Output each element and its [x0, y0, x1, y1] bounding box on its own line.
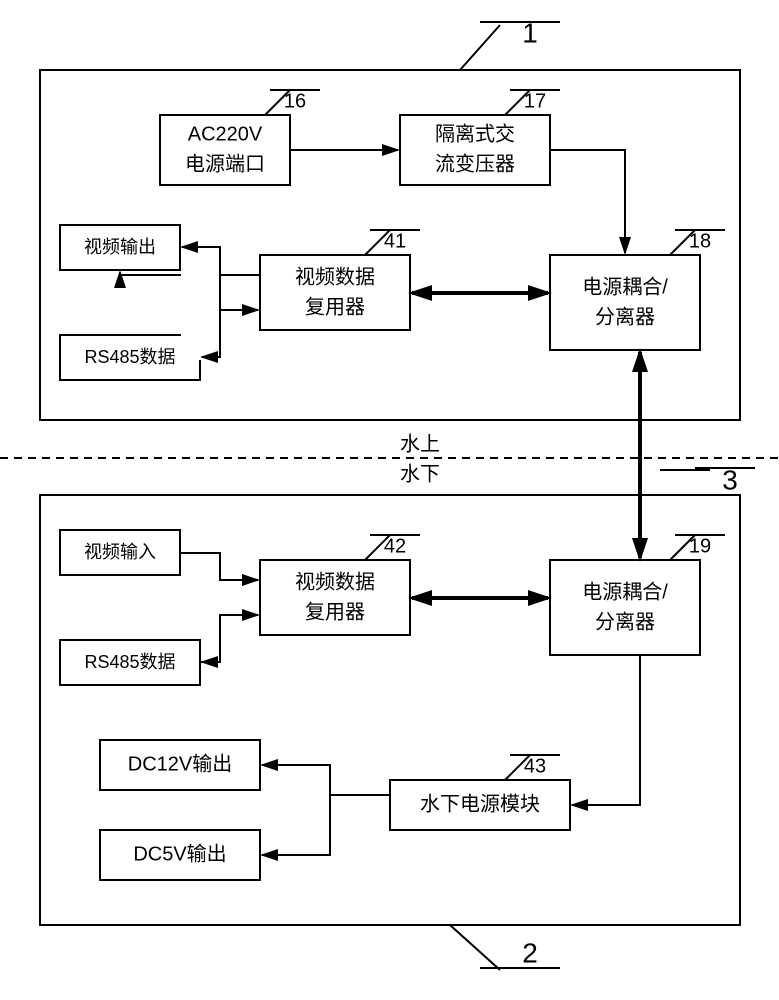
svg-text:复用器: 复用器: [305, 600, 365, 623]
node-transformer: 隔离式交 流变压器: [400, 115, 550, 185]
svg-text:电源耦合/: 电源耦合/: [582, 275, 668, 298]
edge-17-18: [550, 150, 625, 253]
id-19: 19: [689, 535, 711, 557]
svg-text:DC12V输出: DC12V输出: [128, 752, 232, 775]
node-dc5v: DC5V输出: [100, 830, 260, 880]
node-mux-lower: 视频数据 复用器: [260, 560, 410, 635]
svg-text:隔离式交: 隔离式交: [435, 122, 515, 145]
svg-text:电源耦合/: 电源耦合/: [582, 580, 668, 603]
edge-vin-42: [180, 553, 258, 580]
node-dc12v: DC12V输出: [100, 740, 260, 790]
label-1: 1: [522, 17, 538, 48]
svg-text:视频数据: 视频数据: [295, 570, 375, 593]
svg-text:视频数据: 视频数据: [295, 265, 375, 288]
svg-text:视频输出: 视频输出: [84, 237, 156, 257]
id-17: 17: [524, 90, 546, 112]
svg-text:复用器: 复用器: [305, 295, 365, 318]
id-18: 18: [689, 230, 711, 252]
id-42: 42: [384, 535, 406, 557]
svg-text:AC220V: AC220V: [188, 123, 263, 145]
node-mux-upper: 视频数据 复用器: [260, 255, 410, 330]
lead-1: [460, 25, 500, 70]
divider-above-label: 水上: [400, 432, 440, 455]
node-video-out: 视频输出: [60, 225, 180, 270]
label-2: 2: [522, 937, 538, 968]
edge-43-dc12: [262, 765, 390, 795]
id-43: 43: [524, 755, 546, 777]
node-coupler-lower: 电源耦合/ 分离器: [550, 560, 700, 655]
svg-text:RS485数据: RS485数据: [84, 347, 175, 367]
edge-19-43: [572, 655, 640, 805]
svg-text:分离器: 分离器: [595, 305, 655, 328]
svg-text:水下电源模块: 水下电源模块: [420, 792, 540, 815]
node-video-in: 视频输入: [60, 530, 180, 575]
svg-text:流变压器: 流变压器: [435, 152, 515, 175]
divider-below-label: 水下: [400, 462, 440, 485]
svg-text:分离器: 分离器: [595, 610, 655, 633]
id-41: 41: [384, 230, 406, 252]
svg-text:DC5V输出: DC5V输出: [133, 842, 226, 865]
svg-text:RS485数据: RS485数据: [84, 652, 175, 672]
node-underwater-psu: 水下电源模块: [390, 780, 570, 830]
lead-2: [450, 925, 500, 970]
node-rs485-upper: RS485数据: [60, 335, 200, 380]
edge-43-dc5: [262, 795, 330, 855]
node-coupler-upper: 电源耦合/ 分离器: [550, 255, 700, 350]
node-rs485-lower: RS485数据: [60, 640, 200, 685]
node-ac220v: AC220V 电源端口: [160, 115, 290, 185]
edge-rs485b-42: [200, 615, 258, 662]
svg-text:电源端口: 电源端口: [185, 152, 265, 175]
svg-text:视频输入: 视频输入: [84, 542, 156, 562]
id-16: 16: [284, 90, 306, 112]
label-3: 3: [722, 464, 738, 495]
